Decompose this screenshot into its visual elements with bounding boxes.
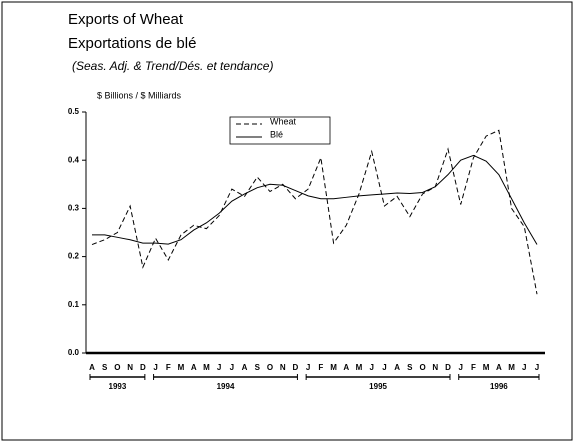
- year-label: 1995: [369, 382, 387, 391]
- x-tick-label: S: [255, 363, 261, 372]
- x-tick-label: M: [508, 363, 515, 372]
- series-line: [91, 129, 538, 295]
- x-tick-label: N: [432, 363, 438, 372]
- chart-title: Exports of Wheat: [68, 11, 184, 28]
- year-label: 1996: [490, 382, 508, 391]
- x-tick-label: M: [330, 363, 337, 372]
- x-tick-label: A: [343, 363, 349, 372]
- x-tick-label: J: [230, 363, 234, 372]
- x-tick-label: A: [89, 363, 95, 372]
- x-tick-label: O: [114, 363, 120, 372]
- x-tick-label: M: [483, 363, 490, 372]
- x-tick-label: F: [318, 363, 323, 372]
- x-tick-label: N: [280, 363, 286, 372]
- x-tick-label: J: [306, 363, 310, 372]
- x-tick-label: A: [191, 363, 197, 372]
- x-tick-label: S: [102, 363, 108, 372]
- x-tick-label: J: [522, 363, 526, 372]
- x-tick-label: M: [356, 363, 363, 372]
- y-tick-label: 0.4: [68, 155, 80, 164]
- x-tick-label: D: [445, 363, 451, 372]
- x-tick-label: J: [535, 363, 539, 372]
- x-tick-label: O: [419, 363, 425, 372]
- y-tick-label: 0.2: [68, 252, 80, 261]
- x-tick-label: J: [369, 363, 373, 372]
- x-tick-label: J: [382, 363, 386, 372]
- legend-label: Blé: [270, 129, 283, 139]
- chart-title-fr: Exportations de blé: [68, 35, 196, 52]
- y-tick-label: 0.3: [68, 204, 80, 213]
- y-tick-label: 0.1: [68, 300, 80, 309]
- x-tick-label: J: [458, 363, 462, 372]
- x-tick-label: D: [293, 363, 299, 372]
- x-tick-label: S: [407, 363, 413, 372]
- year-label: 1994: [217, 382, 235, 391]
- year-label: 1993: [109, 382, 127, 391]
- y-tick-label: 0.5: [68, 107, 80, 116]
- x-tick-label: M: [178, 363, 185, 372]
- x-tick-label: F: [471, 363, 476, 372]
- x-tick-label: F: [166, 363, 171, 372]
- chart-subtitle: (Seas. Adj. & Trend/Dés. et tendance): [72, 59, 273, 73]
- y-tick-label: 0.0: [68, 348, 80, 357]
- x-tick-label: N: [127, 363, 133, 372]
- x-tick-label: J: [153, 363, 157, 372]
- y-axis-label: $ Billions / $ Milliards: [97, 90, 182, 100]
- x-tick-label: J: [217, 363, 221, 372]
- x-tick-label: M: [203, 363, 210, 372]
- x-tick-label: A: [496, 363, 502, 372]
- legend: [229, 116, 331, 145]
- x-tick-label: A: [394, 363, 400, 372]
- series-line: [92, 154, 538, 245]
- x-tick-label: D: [140, 363, 146, 372]
- x-tick-label: A: [242, 363, 248, 372]
- legend-label: Wheat: [270, 116, 297, 126]
- x-tick-label: O: [267, 363, 273, 372]
